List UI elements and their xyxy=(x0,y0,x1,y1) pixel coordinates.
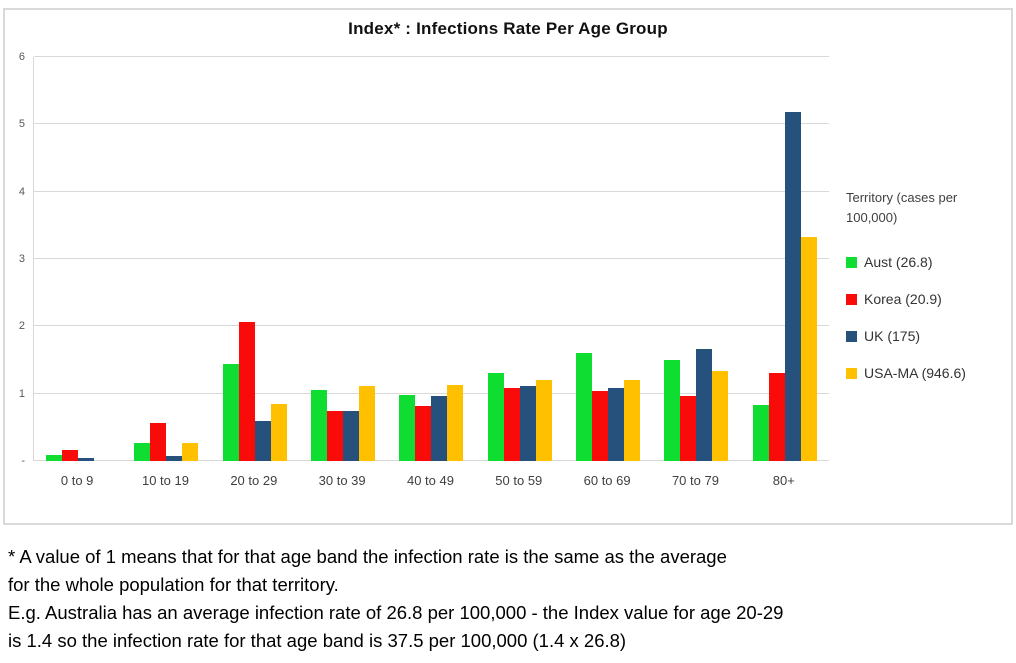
bar-aust xyxy=(576,353,593,461)
legend-label: USA-MA (946.6) xyxy=(864,365,966,381)
x-axis-labels: 0 to 9 10 to 19 20 to 29 30 to 39 40 to 49 50… xyxy=(33,473,828,488)
footnote-line: is 1.4 so the infection rate for that ag… xyxy=(8,630,627,651)
bar-korea xyxy=(768,373,785,461)
gridline xyxy=(34,325,829,327)
bar-usa-ma xyxy=(800,237,817,461)
y-tick-label: 1 xyxy=(18,387,25,400)
bar-korea xyxy=(592,391,609,461)
bar-usa-ma xyxy=(535,380,552,461)
x-tick-label: 20 to 29 xyxy=(230,473,278,488)
bar-usa-ma xyxy=(447,385,464,461)
bar-usa-ma xyxy=(712,371,729,461)
footnote-line: * A value of 1 means that for that age b… xyxy=(8,546,727,567)
bar-uk xyxy=(784,112,801,461)
bar-usa-ma xyxy=(359,386,376,461)
bar-korea xyxy=(238,322,255,461)
gridline xyxy=(34,258,829,259)
legend-marker-icon xyxy=(846,367,857,379)
legend-item: Aust (26.8) xyxy=(846,254,1006,270)
bar-korea xyxy=(62,450,79,461)
gridline xyxy=(34,392,829,394)
bar-korea xyxy=(680,396,697,461)
bar-korea xyxy=(150,423,167,461)
legend-label: UK (175) xyxy=(864,328,921,344)
bar-uk xyxy=(254,421,271,461)
bar-uk xyxy=(519,386,536,461)
x-tick-label: 0 to 9 xyxy=(60,473,94,488)
legend-title-line: Territory (cases per xyxy=(846,190,958,205)
bar-aust xyxy=(752,405,769,461)
footnote-line: for the whole population for that territ… xyxy=(8,574,339,595)
bar-aust xyxy=(664,360,681,461)
bar-korea xyxy=(415,406,432,461)
legend-item: Korea (20.9) xyxy=(846,291,1006,307)
plot-area xyxy=(33,56,829,461)
legend-label: Korea (20.9) xyxy=(864,291,942,307)
x-tick-label: 60 to 69 xyxy=(583,473,631,488)
bar-usa-ma xyxy=(270,404,287,461)
bar-usa-ma xyxy=(624,380,641,461)
bar-group xyxy=(476,57,564,461)
y-axis-labels: 6 5 4 3 2 1 - xyxy=(7,51,27,467)
gridline xyxy=(34,190,829,192)
legend: Territory (cases per 100,000) Aust (26.8… xyxy=(846,188,1006,402)
x-tick-label: 30 to 39 xyxy=(318,473,366,488)
bar-usa-ma xyxy=(182,443,199,461)
bar-group xyxy=(211,57,299,461)
bar-group xyxy=(741,57,829,461)
bar-aust xyxy=(487,373,504,461)
bar-group xyxy=(34,57,122,461)
legend-marker-icon xyxy=(846,256,857,268)
bar-aust xyxy=(134,443,151,461)
bar-group xyxy=(122,57,210,461)
legend-items: Aust (26.8) Korea (20.9) UK (175) USA-MA (9… xyxy=(846,254,1006,381)
legend-item: USA-MA (946.6) xyxy=(846,365,1006,381)
legend-marker-icon xyxy=(846,293,857,305)
bar-uk xyxy=(78,458,95,461)
y-tick-label: 5 xyxy=(18,118,25,131)
legend-label: Aust (26.8) xyxy=(864,254,933,270)
bar-uk xyxy=(343,411,360,461)
chart-title: Index* : Infections Rate Per Age Group xyxy=(348,19,668,38)
gridline xyxy=(34,123,829,125)
bar-groups xyxy=(34,57,829,461)
bar-uk xyxy=(431,396,448,461)
legend-title: Territory (cases per 100,000) xyxy=(846,188,1006,228)
bar-korea xyxy=(327,411,344,461)
chart-container: Index* : Infections Rate Per Age Group 6… xyxy=(3,8,1013,525)
legend-title-line: 100,000) xyxy=(846,210,898,225)
y-tick-label: 3 xyxy=(18,253,25,265)
bar-korea xyxy=(503,388,520,461)
y-tick-label: - xyxy=(21,455,25,467)
legend-item: UK (175) xyxy=(846,328,1006,344)
y-tick-label: 2 xyxy=(18,320,25,333)
bar-uk xyxy=(696,349,713,461)
y-tick-label: 4 xyxy=(18,185,25,198)
footnote-line: E.g. Australia has an average infection … xyxy=(8,602,784,623)
bar-aust xyxy=(222,364,239,461)
x-tick-label: 50 to 59 xyxy=(495,473,543,488)
footnote: * A value of 1 means that for that age b… xyxy=(8,543,998,655)
bar-group xyxy=(299,57,387,461)
y-tick-label: 6 xyxy=(18,51,25,63)
bar-uk xyxy=(608,388,625,461)
bar-aust xyxy=(399,395,416,461)
bar-group xyxy=(564,57,652,461)
x-tick-label: 40 to 49 xyxy=(406,473,454,488)
x-tick-label: 70 to 79 xyxy=(671,473,719,488)
legend-marker-icon xyxy=(846,330,857,342)
bar-uk xyxy=(166,456,183,461)
x-tick-label: 10 to 19 xyxy=(141,473,189,488)
bar-group xyxy=(387,57,475,461)
bar-aust xyxy=(311,390,328,461)
bar-group xyxy=(652,57,740,461)
bar-aust xyxy=(46,455,63,461)
gridline xyxy=(34,56,829,57)
x-tick-label: 80+ xyxy=(772,473,795,488)
